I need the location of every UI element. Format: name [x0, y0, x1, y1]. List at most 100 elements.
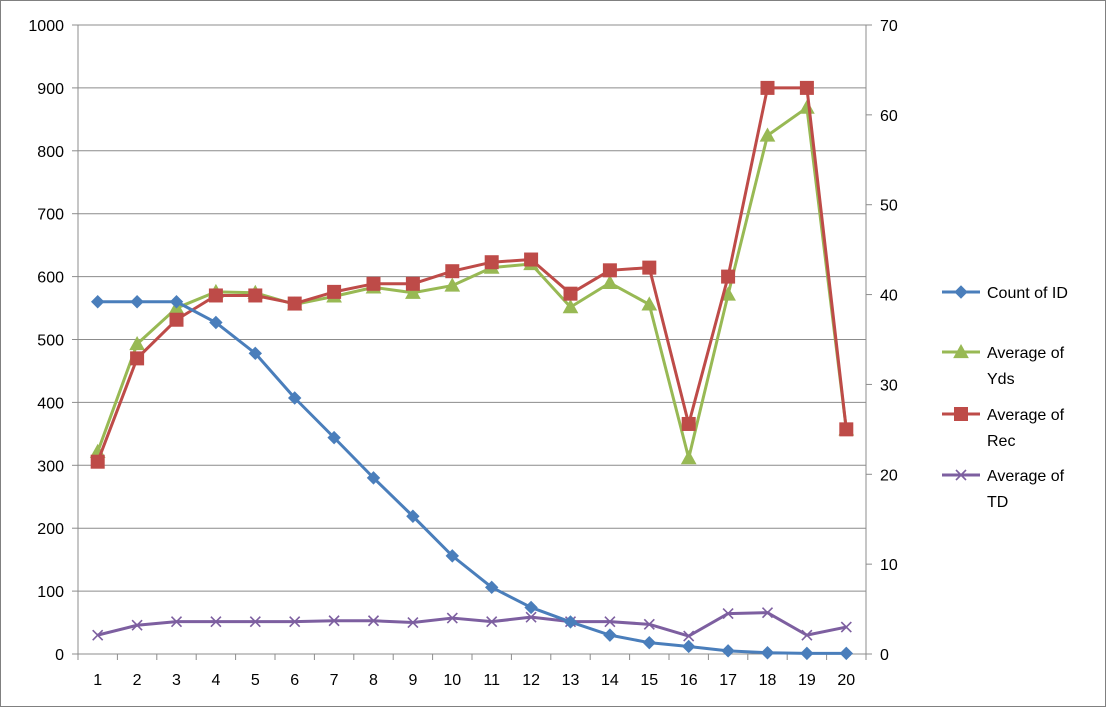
- x-marker-stroke: [131, 619, 143, 631]
- data-point-average-of-yds: [759, 127, 776, 142]
- data-point-count-of-id: [287, 391, 302, 405]
- data-point-count-of-id: [563, 615, 578, 629]
- y-left-tick-label: 1000: [28, 18, 64, 35]
- x-marker-stroke: [761, 607, 774, 619]
- y-right-tick-label: 0: [880, 647, 889, 664]
- y-right-tick-label: 70: [880, 18, 898, 35]
- y-left-tick-label: 100: [37, 584, 64, 601]
- data-point-average-of-rec: [563, 286, 578, 301]
- x-marker-stroke: [407, 616, 419, 629]
- data-point-average-of-yds: [444, 277, 461, 292]
- data-point-average-of-rec: [208, 288, 223, 303]
- data-point-count-of-id: [800, 646, 814, 661]
- x-marker-stroke: [486, 616, 498, 628]
- data-point-average-of-rec: [484, 255, 499, 270]
- x-marker-stroke: [367, 615, 380, 627]
- legend-label: Count of ID: [987, 285, 1068, 302]
- data-point-average-of-rec: [327, 284, 342, 299]
- data-point-average-of-yds: [562, 299, 579, 314]
- data-point-count-of-id: [209, 315, 223, 330]
- data-point-count-of-id: [681, 639, 696, 654]
- x-marker-stroke: [446, 612, 458, 624]
- data-point-average-of-td: [367, 615, 380, 627]
- legend-marker: [953, 343, 969, 359]
- data-point-average-of-rec: [366, 276, 381, 291]
- data-point-count-of-id: [406, 509, 420, 523]
- y-right-tick-label: 50: [880, 198, 898, 215]
- data-point-average-of-rec: [839, 422, 854, 437]
- legend-label: Yds: [987, 371, 1015, 388]
- data-point-average-of-rec: [524, 252, 539, 267]
- data-point-average-of-rec: [760, 80, 775, 95]
- data-point-average-of-td: [249, 616, 261, 628]
- x-tick-label: 14: [601, 672, 619, 689]
- legend-label: Average of: [987, 468, 1065, 485]
- legend-label: Average of: [987, 345, 1065, 362]
- x-tick-label: 17: [719, 672, 737, 689]
- y-right-tick-label: 10: [880, 557, 898, 574]
- x-tick-label: 1: [93, 672, 102, 689]
- x-tick-label: 7: [330, 672, 339, 689]
- y-left-tick-label: 600: [37, 270, 64, 287]
- x-marker-stroke: [643, 618, 655, 630]
- x-marker-stroke: [604, 616, 616, 628]
- x-tick-label: 2: [133, 672, 142, 689]
- x-marker-stroke: [328, 615, 340, 627]
- data-point-average-of-td: [131, 619, 143, 631]
- data-point-average-of-yds: [680, 450, 697, 465]
- data-point-count-of-id: [642, 635, 657, 650]
- y-left-tick-label: 400: [37, 395, 64, 412]
- x-marker-stroke: [525, 611, 537, 623]
- data-point-average-of-td: [683, 630, 695, 642]
- data-point-average-of-rec: [721, 269, 736, 284]
- data-point-average-of-td: [722, 607, 734, 620]
- x-marker-stroke: [289, 616, 301, 628]
- data-point-average-of-td: [446, 612, 458, 624]
- x-marker-stroke: [249, 616, 261, 628]
- x-tick-label: 10: [443, 672, 461, 689]
- legend-marker: [954, 285, 968, 299]
- data-point-average-of-yds: [129, 335, 145, 351]
- y-right-tick-label: 20: [880, 467, 898, 484]
- data-point-average-of-rec: [642, 260, 657, 275]
- data-point-average-of-yds: [602, 274, 618, 289]
- x-tick-label: 16: [680, 672, 698, 689]
- data-point-average-of-rec: [287, 296, 302, 311]
- data-point-average-of-td: [761, 607, 774, 619]
- legend-label: Average of: [987, 407, 1065, 424]
- x-tick-label: 8: [369, 672, 378, 689]
- series-average-of-td: [92, 607, 852, 642]
- x-tick-label: 9: [408, 672, 417, 689]
- x-tick-label: 11: [483, 672, 500, 689]
- series-line-average-of-td: [97, 611, 847, 638]
- data-point-average-of-td: [289, 616, 301, 628]
- x-marker-stroke: [722, 607, 734, 620]
- legend-marker: [954, 407, 968, 421]
- y-left-tick-label: 800: [37, 144, 64, 161]
- x-marker-stroke: [801, 629, 813, 641]
- legend: Count of ID Average of Yds Average of Rec Ave…: [942, 285, 1068, 511]
- data-point-average-of-rec: [602, 263, 617, 278]
- data-point-average-of-yds: [641, 296, 658, 311]
- y-left-tick-label: 700: [37, 207, 64, 224]
- x-tick-label: 5: [251, 672, 260, 689]
- series-count-of-id: [90, 295, 854, 661]
- y-right-tick-label: 60: [880, 108, 898, 125]
- data-point-average-of-td: [210, 616, 222, 628]
- series-average-of-rec: [90, 80, 854, 469]
- data-point-average-of-rec: [90, 454, 105, 469]
- legend-marker: [955, 469, 967, 481]
- data-point-count-of-id: [90, 295, 105, 309]
- x-tick-label: 3: [172, 672, 181, 689]
- data-point-average-of-td: [643, 618, 655, 630]
- data-point-count-of-id: [721, 644, 735, 658]
- x-tick-label: 6: [290, 672, 299, 689]
- data-point-count-of-id: [327, 430, 341, 445]
- data-point-average-of-td: [840, 621, 852, 633]
- x-tick-label: 18: [759, 672, 777, 689]
- data-point-average-of-td: [525, 611, 537, 623]
- data-point-count-of-id: [839, 646, 854, 661]
- data-point-average-of-rec: [169, 312, 184, 327]
- data-point-average-of-rec: [799, 80, 814, 95]
- y-right-tick-label: 40: [880, 288, 898, 305]
